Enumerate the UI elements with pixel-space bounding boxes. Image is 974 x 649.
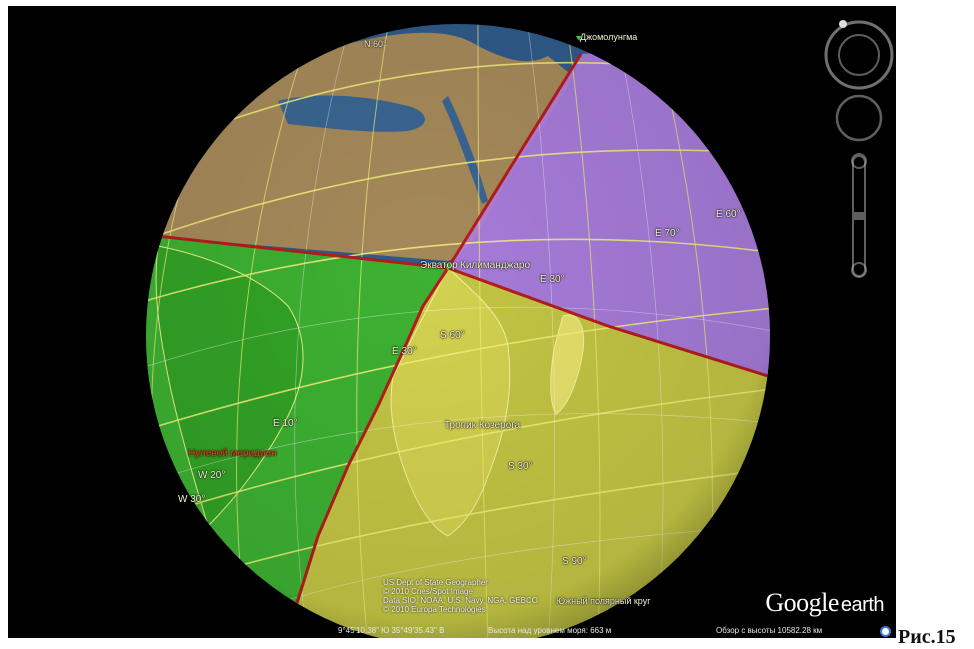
marker-djomolungma[interactable] bbox=[576, 36, 582, 41]
label-e70: E 70° bbox=[655, 228, 680, 239]
label-djomolungma: Джомолунгма bbox=[580, 32, 638, 42]
credit-line: © 2010 Europa Technologies bbox=[383, 605, 486, 614]
map-viewport[interactable]: Джомолунгма N 60° Экватор Килиманджаро E… bbox=[8, 6, 896, 638]
label-tropic-capricorn: Тропик Козерога bbox=[444, 420, 521, 431]
label-equator: Экватор bbox=[420, 260, 458, 271]
credit-line: Data SIO, NOAA, U.S. Navy, NGA, GEBCO bbox=[383, 596, 538, 605]
status-view-altitude: Обзор с высоты 10582.28 км bbox=[716, 626, 823, 635]
imagery-credits: US Dept of State Geographer © 2010 Cnes/… bbox=[383, 578, 538, 614]
label-s60: S 60° bbox=[440, 330, 465, 341]
status-coordinates: 9°45'10.38" Ю 35°49'35.43" В bbox=[338, 626, 445, 635]
label-e10: E 10° bbox=[273, 418, 298, 429]
marker-kilimanjaro[interactable] bbox=[444, 264, 452, 271]
logo-google: Google bbox=[765, 588, 839, 617]
label-e60: E 60° bbox=[716, 209, 741, 220]
logo-earth: earth bbox=[840, 594, 885, 616]
label-south-circle: Южный полярный круг bbox=[556, 596, 651, 606]
label-prime-meridian: Нулевой меридиан bbox=[188, 448, 277, 459]
status-bar: 9°45'10.38" Ю 35°49'35.43" В Высота над … bbox=[8, 624, 896, 638]
zoom-out-icon[interactable] bbox=[851, 262, 867, 278]
google-earth-logo: Google earth bbox=[765, 588, 884, 618]
label-s30: S 30° bbox=[508, 461, 533, 472]
status-elevation: Высота над уровнем моря: 663 м bbox=[488, 626, 612, 635]
label-e30-a: E 30° bbox=[540, 274, 565, 285]
navigation-controls[interactable] bbox=[824, 20, 894, 278]
credit-line: US Dept of State Geographer bbox=[383, 578, 488, 587]
look-control-inner bbox=[838, 34, 880, 76]
label-w20: W 20° bbox=[198, 470, 226, 481]
globe[interactable] bbox=[8, 6, 896, 638]
credit-line: © 2010 Cnes/Spot Image bbox=[383, 587, 473, 596]
north-indicator-icon[interactable] bbox=[839, 20, 847, 28]
move-control[interactable] bbox=[835, 94, 883, 142]
label-e30-b: E 30° bbox=[392, 346, 417, 357]
label-w30: W 30° bbox=[178, 494, 206, 505]
label-n60: N 60° bbox=[364, 39, 387, 49]
label-s90: S 90° bbox=[562, 556, 587, 567]
look-control[interactable] bbox=[824, 20, 894, 90]
streaming-indicator-icon bbox=[880, 626, 891, 637]
label-kilimanjaro: Килиманджаро bbox=[460, 260, 530, 271]
zoom-in-icon[interactable] bbox=[851, 153, 867, 169]
figure-caption: Рис.15 bbox=[898, 626, 956, 648]
globe-shade bbox=[146, 24, 770, 638]
zoom-slider-thumb[interactable] bbox=[854, 212, 864, 220]
